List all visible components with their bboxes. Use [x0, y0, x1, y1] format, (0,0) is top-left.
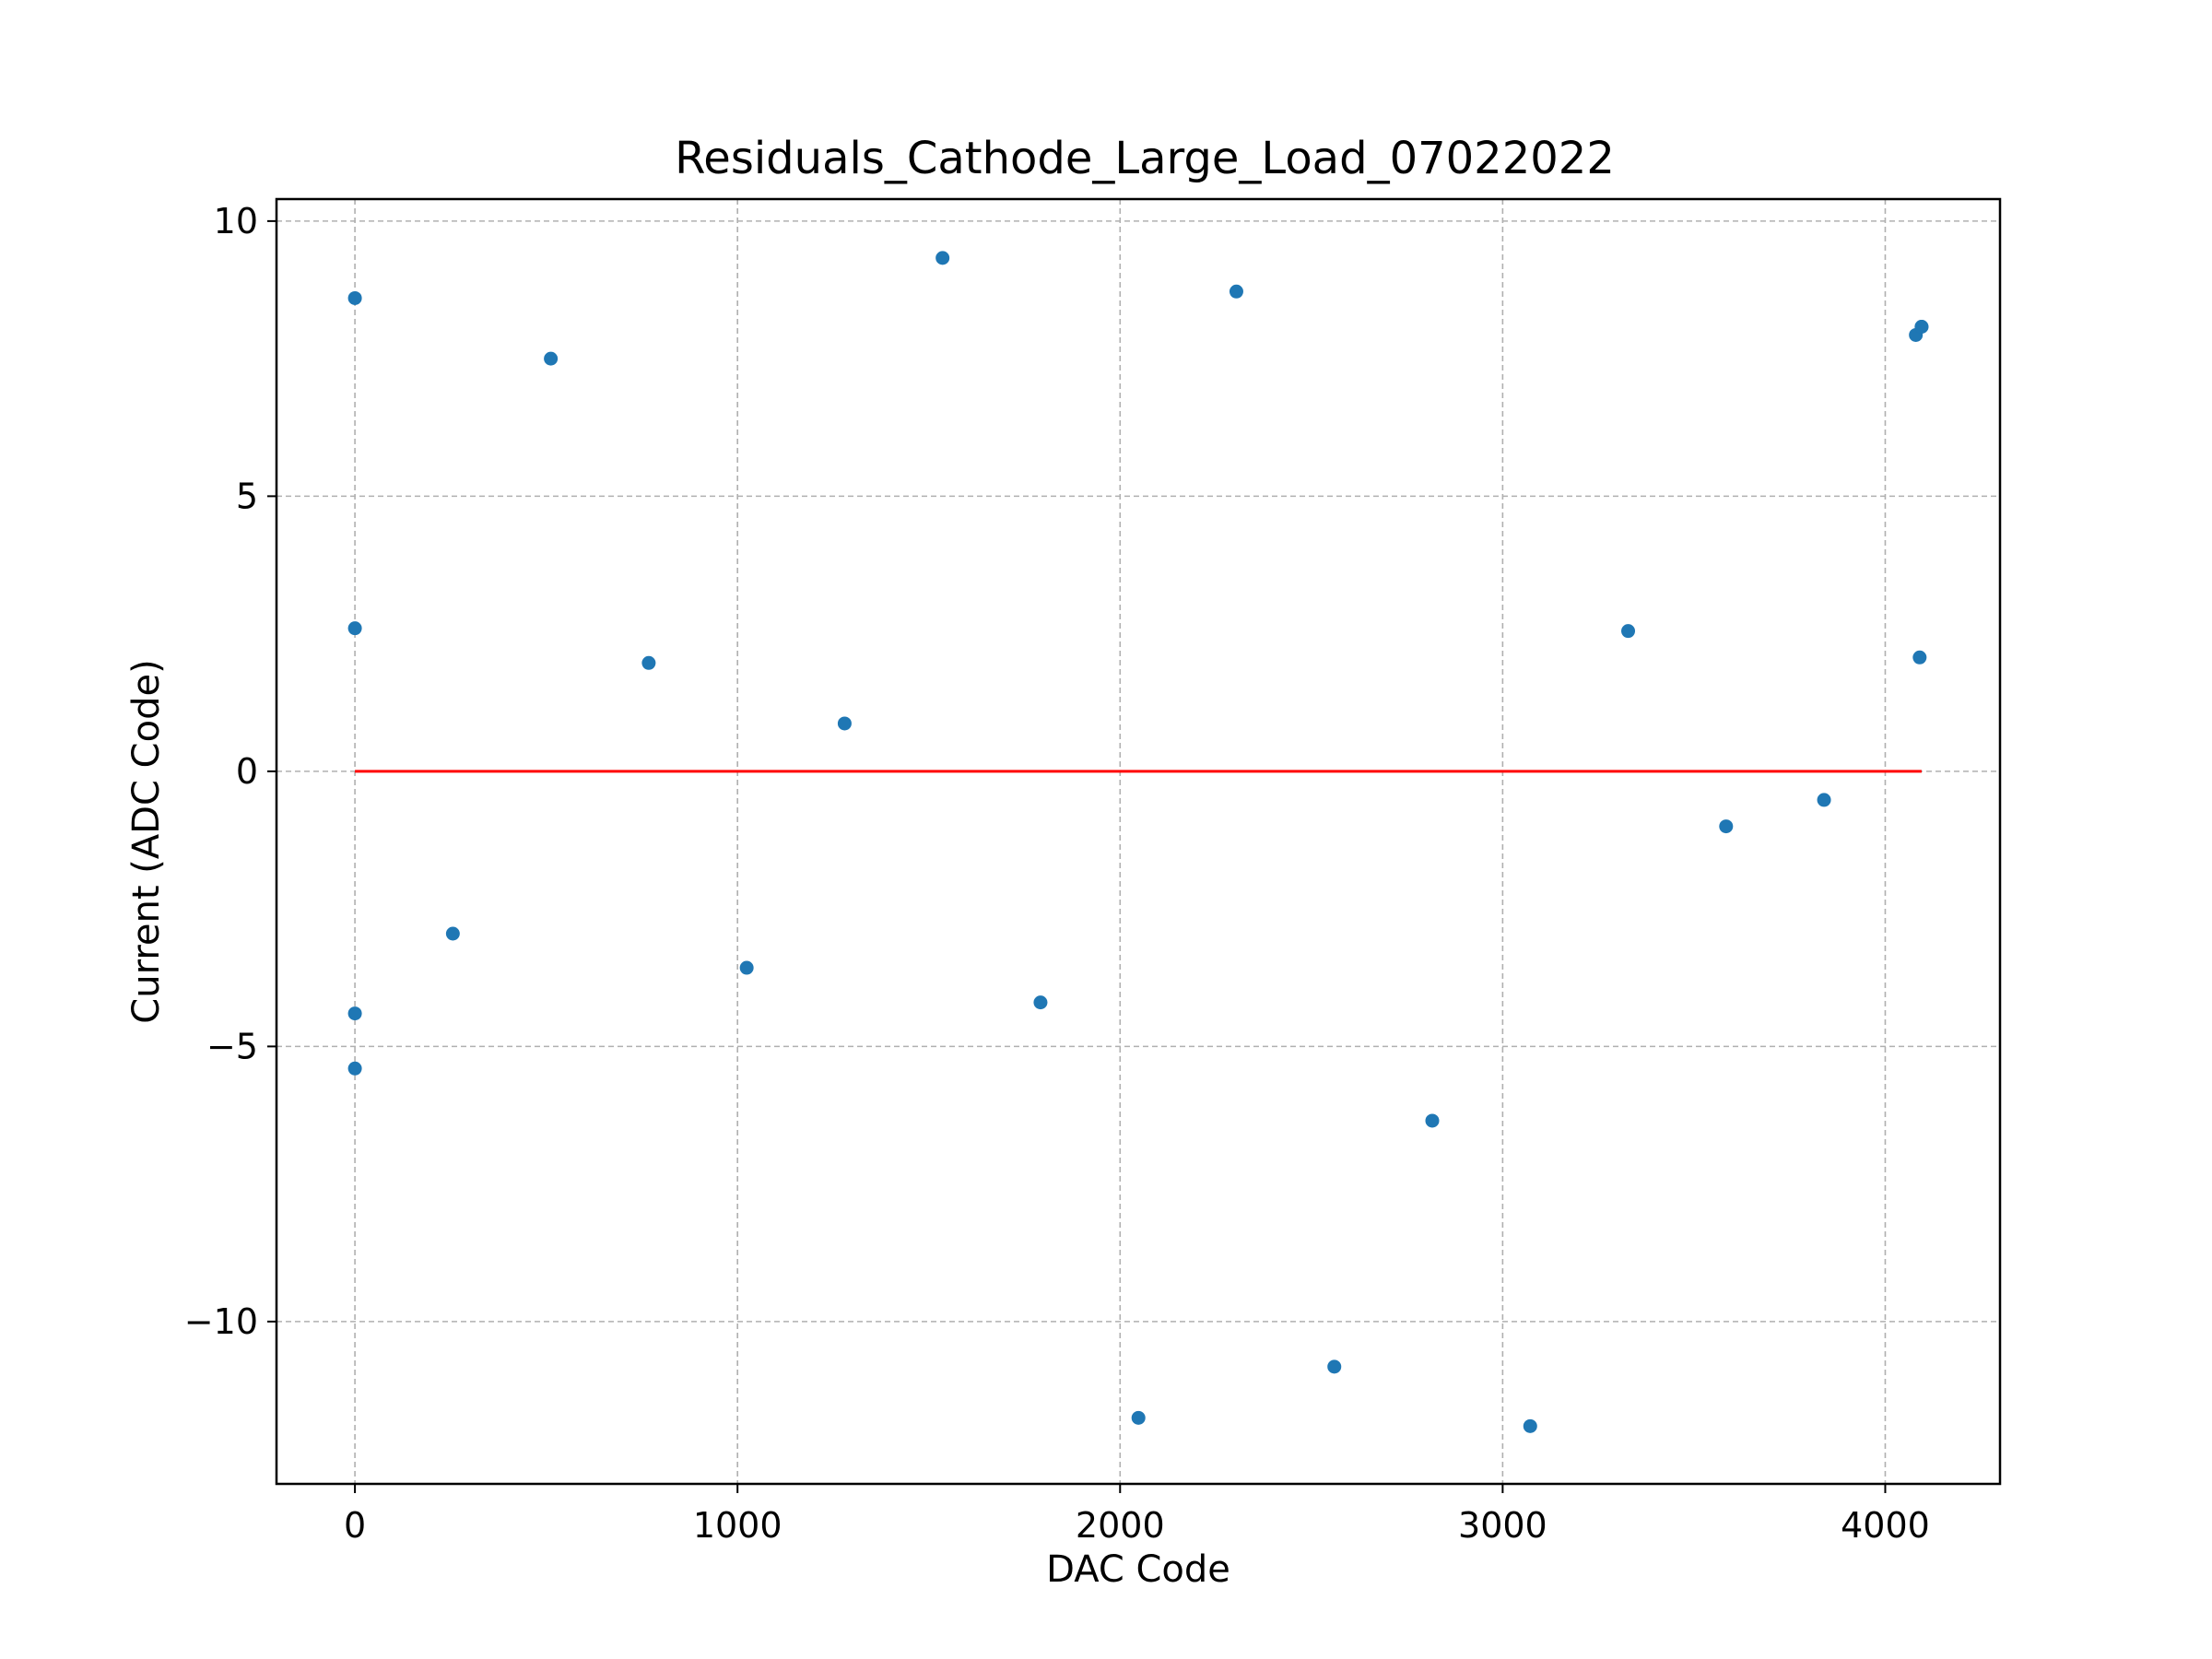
- data-point: [641, 655, 656, 670]
- y-tick-label: 0: [236, 751, 258, 792]
- data-point: [347, 621, 362, 636]
- data-point: [739, 960, 754, 975]
- grid: [276, 199, 2000, 1484]
- data-point: [1621, 624, 1636, 639]
- data-point: [1719, 819, 1734, 834]
- x-tick-label: 4000: [1841, 1505, 1930, 1546]
- y-axis-ticks: 10 5 0 −5 −10: [184, 201, 276, 1342]
- data-point: [1914, 320, 1929, 335]
- y-tick-label: 5: [236, 476, 258, 516]
- data-point: [1327, 1359, 1342, 1374]
- x-tick-label: 2000: [1076, 1505, 1165, 1546]
- data-point: [1817, 793, 1831, 807]
- y-tick-label: −10: [184, 1301, 258, 1342]
- x-axis-label: DAC Code: [1046, 1548, 1230, 1591]
- x-tick-label: 3000: [1458, 1505, 1547, 1546]
- y-tick-label: −5: [206, 1026, 258, 1066]
- data-point: [544, 351, 559, 366]
- data-point: [347, 290, 362, 305]
- data-point: [1425, 1113, 1440, 1128]
- data-point: [1523, 1418, 1537, 1433]
- x-tick-label: 0: [344, 1505, 366, 1546]
- chart-title: Residuals_Cathode_Large_Load_07022022: [675, 133, 1615, 184]
- data-point: [347, 1061, 362, 1076]
- data-point: [1033, 995, 1048, 1010]
- x-axis-ticks: 0 1000 2000 3000 4000: [344, 1484, 1930, 1546]
- y-axis-label: Current (ADC Code): [125, 659, 168, 1023]
- data-point: [1229, 284, 1243, 299]
- data-point: [1912, 650, 1927, 665]
- data-point: [347, 1006, 362, 1021]
- residual-points: [347, 251, 1929, 1433]
- data-point: [1131, 1410, 1146, 1425]
- data-point: [837, 716, 852, 731]
- x-tick-label: 1000: [693, 1505, 782, 1546]
- y-tick-label: 10: [214, 201, 258, 241]
- data-point: [445, 926, 460, 941]
- data-point: [935, 251, 950, 265]
- plot-frame: [275, 197, 2002, 1486]
